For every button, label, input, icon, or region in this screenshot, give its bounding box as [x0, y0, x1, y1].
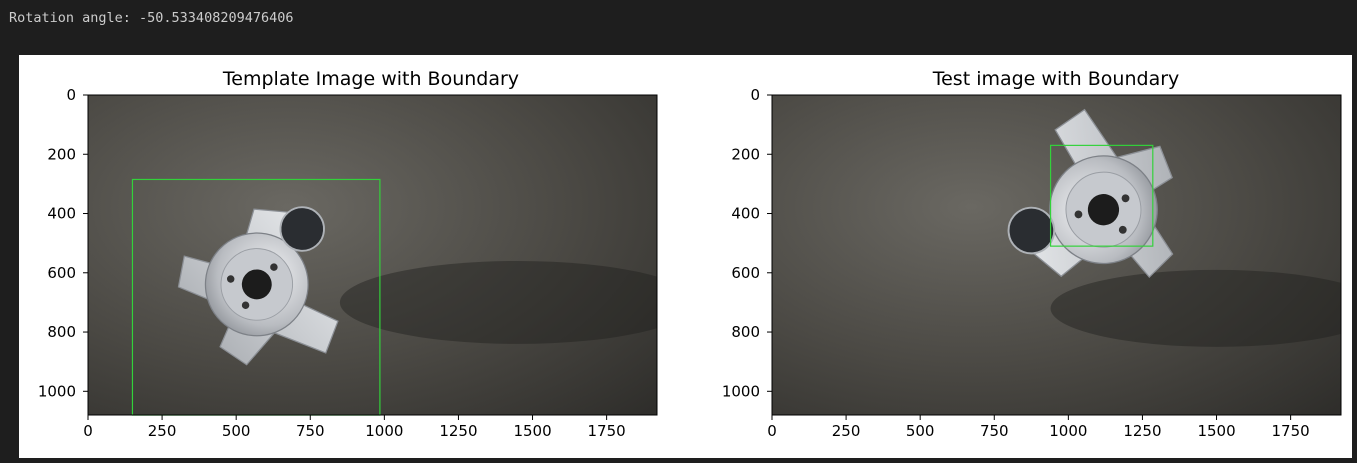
x-tick-label: 750	[980, 422, 1009, 440]
axes-frame	[87, 94, 658, 416]
x-tick-label: 0	[83, 422, 93, 440]
x-tick-label: 1750	[1272, 422, 1310, 440]
axes-template: Template Image with Boundary 0 200 400 600 8…	[38, 68, 658, 440]
y-tick-label: 800	[47, 323, 76, 341]
y-tick-label: 1000	[722, 382, 760, 400]
test-boundary-box	[1049, 144, 1154, 247]
y-tick-label: 0	[750, 86, 760, 104]
axes-title-test: Test image with Boundary	[932, 68, 1180, 90]
test-image	[772, 95, 1341, 416]
x-tick-label: 1750	[588, 422, 626, 440]
x-tick-label: 250	[148, 422, 177, 440]
template-image	[88, 95, 657, 416]
x-tick-label: 500	[222, 422, 251, 440]
y-tick-label: 600	[47, 264, 76, 282]
cell-output-text: Rotation angle: -50.533408209476406	[9, 10, 294, 26]
x-axis-test: 0 250 500 750 1000 1250 1500 1750	[767, 415, 1310, 440]
axes-frame	[771, 94, 1342, 416]
x-tick-label: 0	[767, 422, 777, 440]
y-tick-label: 0	[66, 86, 76, 104]
x-tick-label: 1500	[1197, 422, 1235, 440]
y-axis-template: 0 200 400 600 800 1000	[38, 86, 88, 400]
x-axis-template: 0 250 500 750 1000 1250 1500 1750	[83, 415, 626, 440]
x-tick-label: 1000	[1049, 422, 1087, 440]
x-tick-label: 250	[832, 422, 861, 440]
y-tick-label: 400	[731, 205, 760, 223]
matplotlib-figure: Template Image with Boundary 0 200 400 600 8…	[19, 55, 1352, 458]
y-tick-label: 1000	[38, 382, 76, 400]
figure-svg: Template Image with Boundary 0 200 400 600 8…	[38, 68, 1342, 440]
x-tick-label: 750	[296, 422, 325, 440]
y-axis-test: 0 200 400 600 800 1000	[722, 86, 772, 400]
x-tick-label: 1500	[513, 422, 551, 440]
x-tick-label: 1250	[1123, 422, 1161, 440]
y-tick-label: 200	[47, 145, 76, 163]
y-tick-label: 400	[47, 205, 76, 223]
x-tick-label: 1000	[365, 422, 403, 440]
x-tick-label: 500	[906, 422, 935, 440]
x-tick-label: 1250	[439, 422, 477, 440]
y-tick-label: 200	[731, 145, 760, 163]
axes-title-template: Template Image with Boundary	[222, 68, 519, 90]
y-tick-label: 800	[731, 323, 760, 341]
y-tick-label: 600	[731, 264, 760, 282]
axes-test: Test image with Boundary 0 200 400 600 800 10…	[722, 68, 1342, 440]
